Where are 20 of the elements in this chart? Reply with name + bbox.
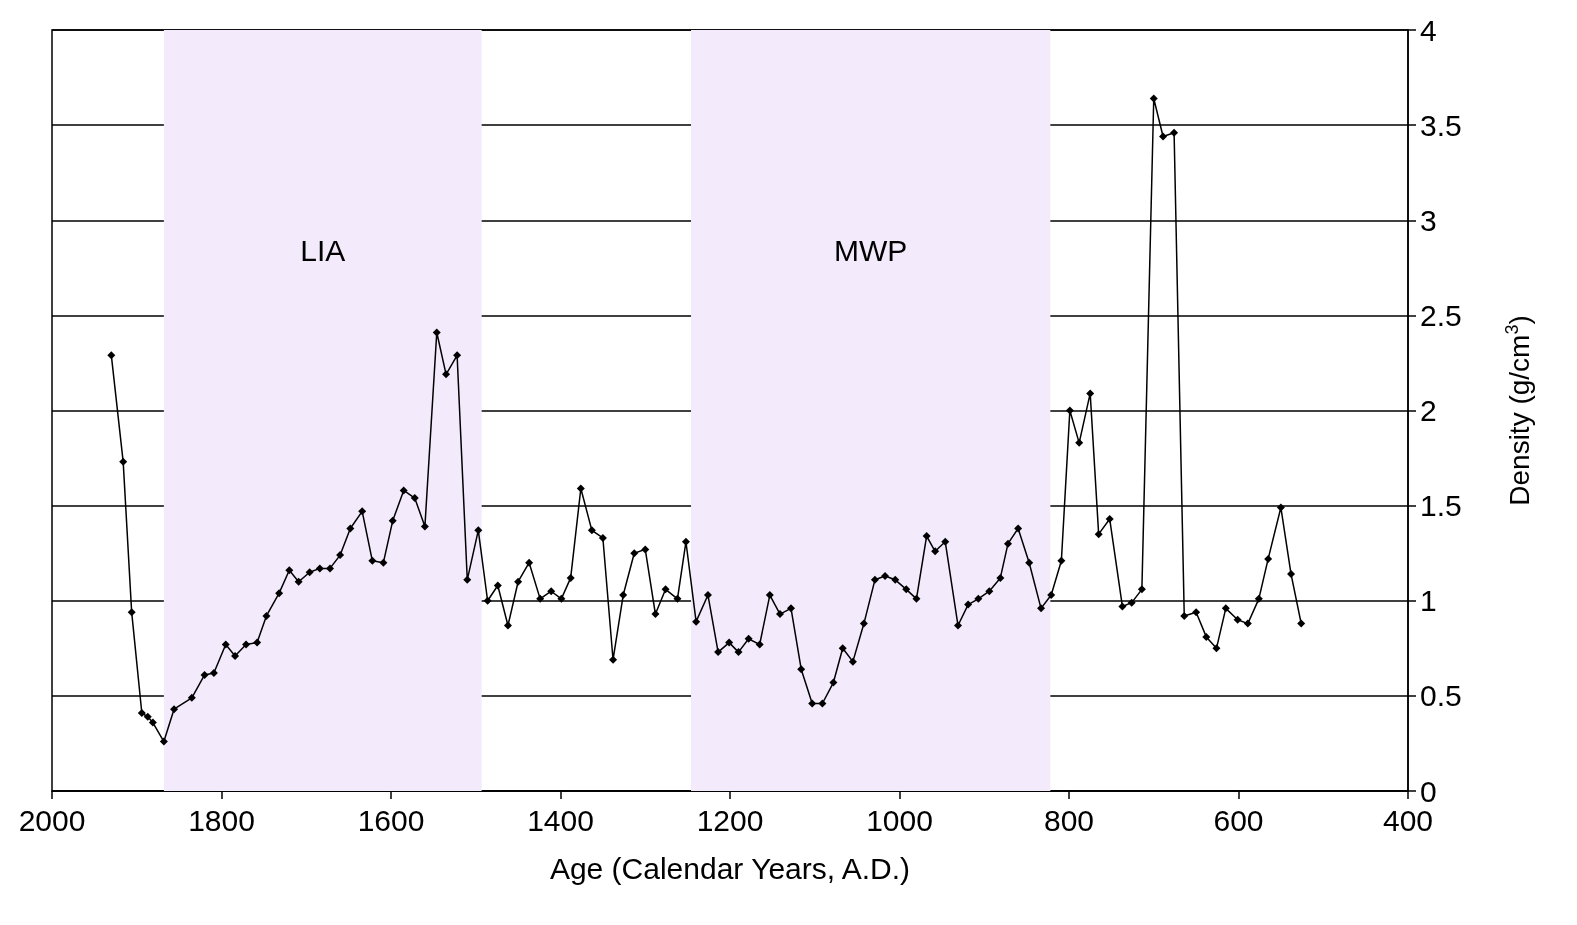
band-label: MWP [834, 233, 908, 267]
x-tick-label: 1600 [357, 803, 425, 837]
y-tick-label: 3.5 [1420, 108, 1462, 142]
x-tick-label: 1200 [696, 803, 764, 837]
x-tick-label: 2000 [18, 803, 86, 837]
y-tick-label: 1 [1420, 584, 1437, 618]
x-tick-label: 1400 [527, 803, 594, 837]
y-tick-label: 0.5 [1420, 679, 1462, 713]
x-tick-label: 600 [1213, 803, 1264, 837]
y-tick-label: 2.5 [1420, 298, 1462, 332]
x-tick-label: 1800 [188, 803, 255, 837]
y-axis-title: Density (g/cm3) [1502, 315, 1535, 506]
band-label: LIA [300, 233, 346, 267]
y-tick-label: 1.5 [1420, 489, 1462, 523]
x-tick-label: 1000 [866, 803, 933, 837]
y-tick-label: 4 [1420, 13, 1437, 47]
x-tick-label: 800 [1043, 803, 1095, 837]
y-tick-label: 3 [1420, 203, 1437, 237]
x-axis-title: Age (Calendar Years, A.D.) [549, 851, 911, 885]
y-tick-label: 2 [1420, 394, 1437, 427]
